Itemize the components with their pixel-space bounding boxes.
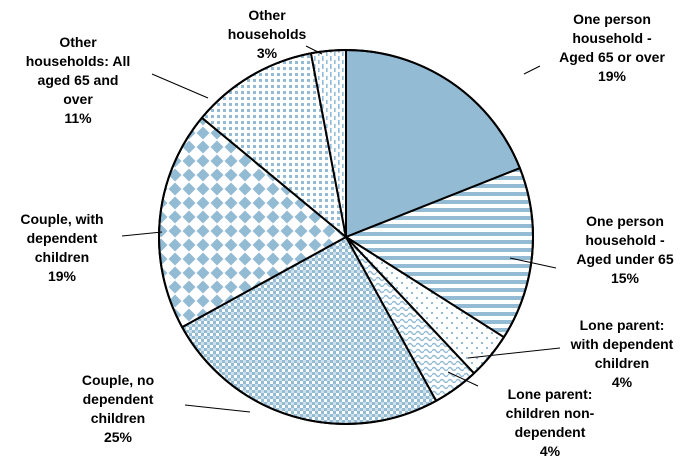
data-labels: One person household -Aged 65 or over 19% O… [20,7,673,459]
pie-slices [158,49,534,425]
data-label-2: Lone parent: with dependent children 4% [570,317,674,390]
data-label-4: Couple, no dependent children 25% [82,372,154,445]
leader-line-2 [467,347,561,359]
leader-lines [121,45,561,413]
leader-line-5 [121,231,163,237]
leader-line-4 [184,404,251,413]
data-label-3: Lone parent: children non-dependent 4% [506,386,595,459]
data-label-7: Other households 3% [228,7,307,61]
data-label-1: One person household -Aged under 65 15% [576,213,673,286]
leader-line-1 [509,257,557,269]
pie-outline [158,49,534,425]
leader-line-6 [151,73,209,99]
leader-line-3 [447,371,479,387]
data-label-5: Couple, with dependent children 19% [20,211,103,284]
leader-line-7 [305,45,323,55]
data-label-6: Other households: All aged 65 and over 11% [26,34,130,126]
data-label-0: One person household -Aged 65 or over 19% [559,11,665,84]
leader-line-0 [523,65,541,75]
